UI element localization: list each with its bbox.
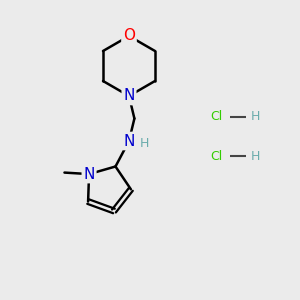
Text: H: H	[250, 149, 260, 163]
Text: N: N	[123, 134, 135, 148]
Text: Cl: Cl	[210, 149, 222, 163]
Text: N: N	[123, 88, 135, 104]
Text: O: O	[123, 28, 135, 44]
Text: H: H	[250, 110, 260, 124]
Text: Cl: Cl	[210, 110, 222, 124]
Text: H: H	[140, 137, 149, 150]
Text: N: N	[83, 167, 95, 182]
